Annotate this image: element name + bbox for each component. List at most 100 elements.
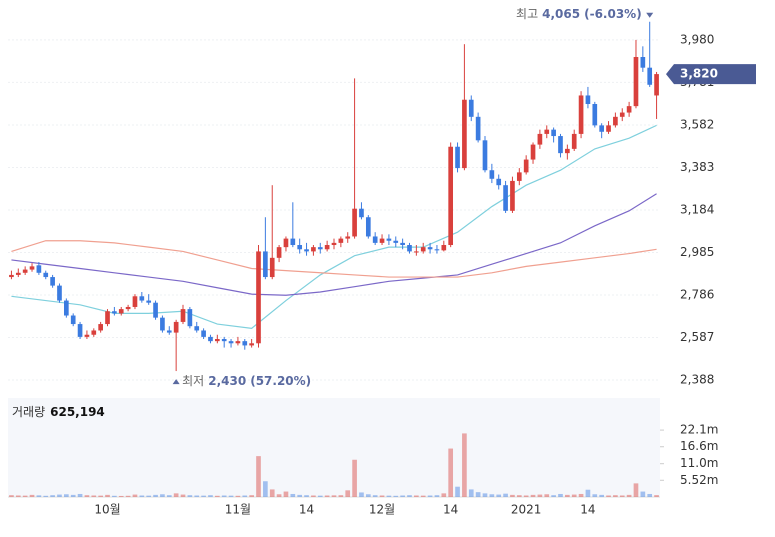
candle-body <box>352 208 357 237</box>
volume-tick-label: 5.52m <box>680 473 718 487</box>
candle-body <box>654 74 659 96</box>
candle-body <box>455 146 460 169</box>
candle-body <box>276 247 282 258</box>
volume-bar <box>626 494 632 497</box>
volume-bar <box>187 495 193 497</box>
candle-body <box>311 247 316 252</box>
candle-body <box>619 112 625 117</box>
volume-panel <box>8 398 660 497</box>
volume-bar <box>297 494 303 497</box>
volume-bar <box>160 494 165 497</box>
candle-body <box>263 251 268 278</box>
candle-body <box>283 238 289 248</box>
candle-body <box>118 309 124 314</box>
candle-body <box>160 317 165 331</box>
candle-body <box>105 311 110 325</box>
volume-bar <box>386 495 392 497</box>
candle-body <box>468 99 474 117</box>
volume-bar <box>22 495 28 497</box>
volume-bar <box>166 495 172 497</box>
candle-body <box>242 341 248 346</box>
volume-bar <box>338 495 344 497</box>
volume-bar <box>249 495 254 497</box>
low-annotation: 최저 2,430 (57.20%) <box>182 374 311 388</box>
volume-bar <box>544 494 550 497</box>
volume-bar <box>50 495 55 497</box>
volume-bar <box>70 494 76 497</box>
volume-bar <box>647 493 653 497</box>
candle-body <box>132 296 138 307</box>
volume-bar <box>43 495 49 497</box>
y-tick-label: 3,582 <box>680 117 714 131</box>
candle-body <box>571 133 577 149</box>
candle-body <box>338 238 344 243</box>
candle-body <box>228 341 234 344</box>
candle-body <box>317 247 323 250</box>
volume-bar <box>84 495 90 497</box>
volume-bar <box>578 493 584 497</box>
volume-bar <box>400 495 405 497</box>
candle-body <box>585 95 591 105</box>
candle-body <box>9 274 14 278</box>
candle-body <box>626 106 632 113</box>
candle-body <box>523 159 529 173</box>
volume-bar <box>455 486 460 497</box>
candle-body <box>256 251 261 344</box>
volume-bar <box>414 495 419 497</box>
x-tick-label: 14 <box>580 503 595 517</box>
y-tick-label: 2,388 <box>680 373 714 387</box>
candle-body <box>153 302 158 318</box>
candle-body <box>365 217 371 237</box>
candle-body <box>15 272 21 275</box>
volume-bar <box>372 495 378 497</box>
volume-bar <box>173 493 179 497</box>
high-annotation-value: 4,065 <box>542 6 580 20</box>
volume-bar <box>475 492 481 497</box>
x-tick-label: 10월 <box>94 503 120 517</box>
candle-body <box>214 339 220 342</box>
candle-body <box>180 309 186 322</box>
volume-legend: 거래량 625,194 <box>12 405 105 419</box>
candle-body <box>565 148 570 154</box>
candle-body <box>448 146 454 246</box>
volume-bar <box>468 489 474 497</box>
volume-bar <box>558 493 563 497</box>
volume-bar <box>516 495 522 497</box>
volume-name: 거래량 <box>12 405 45 419</box>
volume-bar <box>599 494 604 497</box>
volume-bar <box>214 495 220 497</box>
high-annotation-label: 최고 <box>516 6 538 20</box>
volume-bar <box>448 448 454 497</box>
candle-body <box>208 336 213 342</box>
volume-tick-label: 11.0m <box>680 456 718 470</box>
candle-body <box>235 341 241 344</box>
candle-body <box>441 245 447 251</box>
candle-body <box>77 324 83 337</box>
volume-bar <box>146 495 152 497</box>
candle-body <box>379 238 385 243</box>
volume-bar <box>420 495 426 497</box>
low-annotation-change: (57.20%) <box>250 374 311 388</box>
volume-bar <box>654 495 659 497</box>
volume-bar <box>139 495 145 497</box>
candle-body <box>606 125 611 132</box>
volume-bar <box>125 495 131 497</box>
candle-body <box>640 57 646 68</box>
candle-body <box>489 170 495 179</box>
candle-body <box>503 185 508 211</box>
volume-bar <box>434 495 440 497</box>
volume-bar <box>269 489 275 497</box>
volume-bar <box>510 494 515 497</box>
volume-bar <box>242 495 248 497</box>
volume-last: 625,194 <box>50 405 105 419</box>
low-annotation-label: 최저 <box>182 374 204 388</box>
candle-body <box>249 343 254 346</box>
volume-bar <box>571 494 577 497</box>
candle-body <box>173 321 179 333</box>
candle-body <box>551 129 556 137</box>
volume-bar <box>503 493 508 497</box>
candle-body <box>599 125 604 132</box>
candle-body <box>647 67 653 85</box>
candle-body <box>91 330 97 335</box>
moving-average <box>11 124 657 329</box>
